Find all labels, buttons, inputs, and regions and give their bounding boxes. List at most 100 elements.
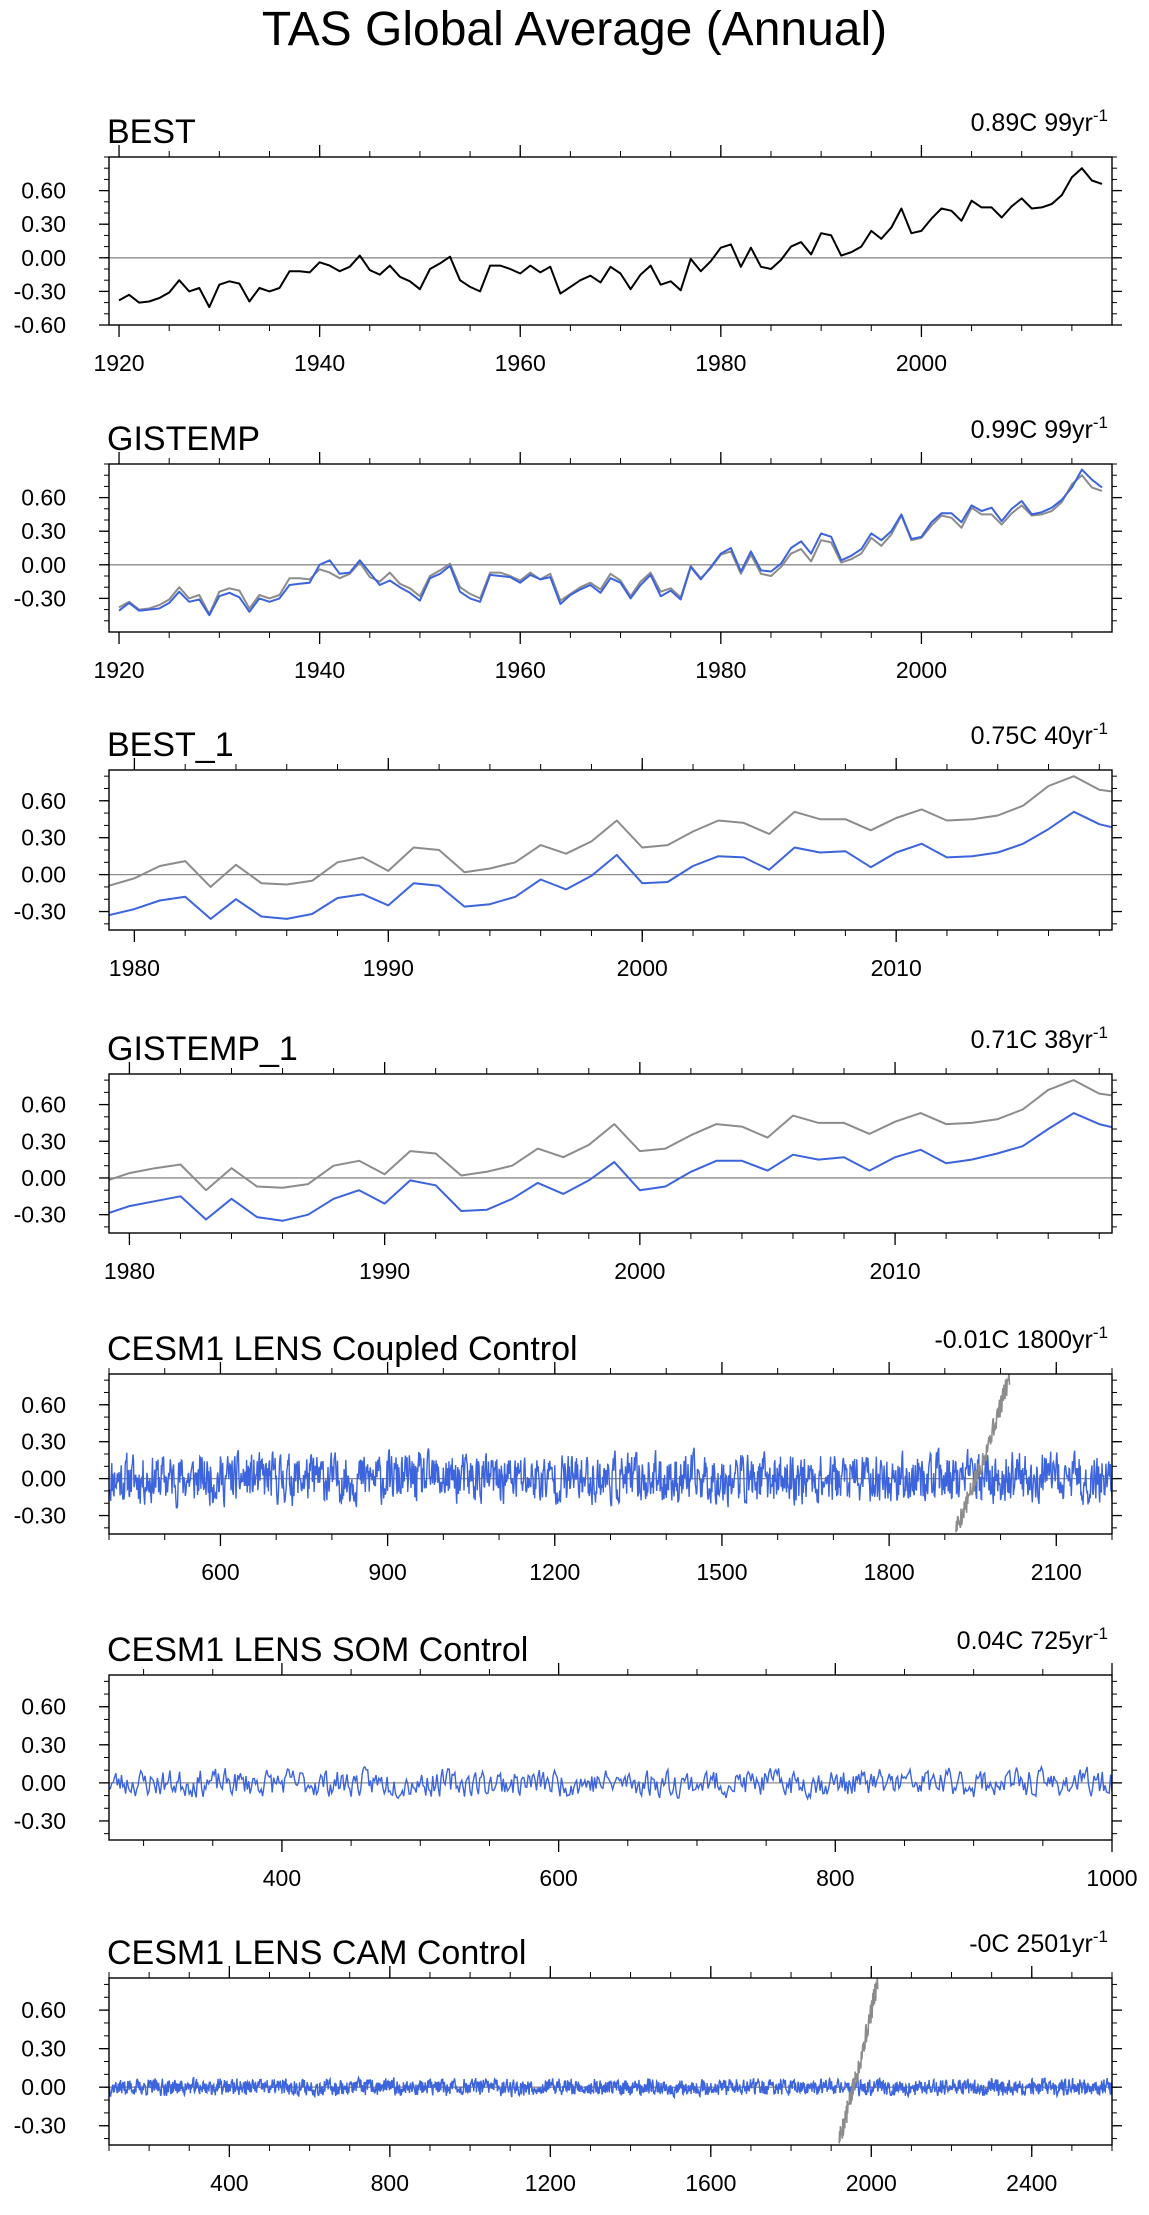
x-tick-label: 1600 xyxy=(685,2170,736,2196)
plot-frame xyxy=(108,156,1113,326)
x-tick-label: 400 xyxy=(210,2170,248,2196)
chart-panel: CESM1 LENS Coupled Control -0.01C 1800yr-… xyxy=(14,1323,1122,1585)
y-tick-label: 0.30 xyxy=(21,1128,66,1154)
series-line xyxy=(109,1112,1112,1222)
plot-frame xyxy=(108,1073,1113,1234)
plot-frame xyxy=(108,1977,1113,2146)
series-line xyxy=(109,775,1112,888)
panel-annotation: 0.04C 725yr-1 xyxy=(957,1624,1108,1655)
y-tick-label: 0.30 xyxy=(21,211,66,237)
chart-panel: GISTEMP 0.99C 99yr-1 -0.30 0.00 0.30 0.60 1920… xyxy=(14,413,1122,683)
y-tick-label: -0.30 xyxy=(14,899,66,925)
x-tick-label: 2000 xyxy=(617,955,668,981)
chart-panel: GISTEMP_1 0.71C 38yr-1 -0.30 0.00 0.30 0.60 19… xyxy=(14,1023,1122,1284)
y-tick-label: -0.60 xyxy=(14,312,66,338)
x-tick-label: 1800 xyxy=(864,1559,915,1585)
observed-overlay-line xyxy=(838,1978,879,2144)
x-tick-label: 2100 xyxy=(1031,1559,1082,1585)
model-series-line xyxy=(109,1447,1112,1509)
x-tick-label: 2000 xyxy=(846,2170,897,2196)
panel-annotation: 0.75C 40yr-1 xyxy=(971,719,1108,750)
x-tick-label: 2010 xyxy=(871,955,922,981)
x-tick-label: 2000 xyxy=(896,657,947,683)
y-tick-label: 0.00 xyxy=(21,2074,66,2100)
y-tick-label: 0.60 xyxy=(21,485,66,511)
panel-annotation: 0.71C 38yr-1 xyxy=(971,1023,1108,1054)
y-tick-label: 0.30 xyxy=(21,1732,66,1758)
x-tick-label: 900 xyxy=(368,1559,406,1585)
x-tick-label: 1940 xyxy=(294,350,345,376)
y-tick-label: -0.30 xyxy=(14,1808,66,1834)
x-tick-label: 2000 xyxy=(614,1258,665,1284)
y-tick-label: 0.00 xyxy=(21,1770,66,1796)
x-tick-label: 1960 xyxy=(495,350,546,376)
panel-title: BEST_1 xyxy=(107,726,234,764)
y-tick-label: 0.30 xyxy=(21,2036,66,2062)
panel-annotation: 0.89C 99yr-1 xyxy=(971,106,1108,137)
series-line xyxy=(118,474,1103,616)
series-line xyxy=(109,810,1112,920)
y-tick-label: 0.60 xyxy=(21,1694,66,1720)
plot-frame xyxy=(108,463,1113,633)
y-tick-label: 0.60 xyxy=(21,1997,66,2023)
y-tick-label: -0.30 xyxy=(14,1202,66,1228)
panel-title: GISTEMP_1 xyxy=(107,1030,298,1068)
y-tick-label: 0.60 xyxy=(21,1092,66,1118)
plot-frame xyxy=(108,769,1113,931)
chart-panel: CESM1 LENS CAM Control -0C 2501yr-1 -0.30 0… xyxy=(14,1927,1122,2196)
model-series-line xyxy=(109,2075,1112,2100)
chart-panel: CESM1 LENS SOM Control 0.04C 725yr-1 -0.30… xyxy=(14,1624,1138,1891)
x-tick-label: 1980 xyxy=(695,657,746,683)
x-tick-label: 1940 xyxy=(294,657,345,683)
plot-frame xyxy=(108,1674,1113,1841)
panel-annotation: 0.99C 99yr-1 xyxy=(971,413,1108,444)
x-tick-label: 800 xyxy=(371,2170,409,2196)
x-tick-label: 1960 xyxy=(495,657,546,683)
x-tick-label: 1920 xyxy=(93,350,144,376)
x-tick-label: 400 xyxy=(263,1865,301,1891)
observed-overlay-line xyxy=(955,1374,1011,1533)
x-tick-label: 2000 xyxy=(896,350,947,376)
series-line xyxy=(118,468,1103,617)
figure-title: TAS Global Average (Annual) xyxy=(261,3,888,56)
x-tick-label: 1980 xyxy=(109,955,160,981)
panel-title: CESM1 LENS CAM Control xyxy=(107,1934,526,1972)
y-tick-label: 0.00 xyxy=(21,1466,66,1492)
x-tick-label: 1500 xyxy=(696,1559,747,1585)
x-tick-label: 2400 xyxy=(1006,2170,1057,2196)
x-tick-label: 600 xyxy=(201,1559,239,1585)
y-tick-label: 0.30 xyxy=(21,518,66,544)
y-tick-label: 0.30 xyxy=(21,1429,66,1455)
x-tick-label: 1990 xyxy=(359,1258,410,1284)
panel-annotation: -0.01C 1800yr-1 xyxy=(934,1323,1108,1354)
chart-panel: BEST 0.89C 99yr-1 -0.60 -0.30 0.00 0.30 0.60 19… xyxy=(14,106,1122,376)
x-tick-label: 2010 xyxy=(869,1258,920,1284)
x-tick-label: 1980 xyxy=(695,350,746,376)
panel-title: CESM1 LENS SOM Control xyxy=(107,1631,528,1669)
series-line xyxy=(109,1079,1112,1192)
chart-panel: BEST_1 0.75C 40yr-1 -0.30 0.00 0.30 0.60 1980 1… xyxy=(14,719,1122,981)
y-tick-label: 0.00 xyxy=(21,1165,66,1191)
panel-title: CESM1 LENS Coupled Control xyxy=(107,1330,578,1368)
y-tick-label: -0.30 xyxy=(14,278,66,304)
panel-title: GISTEMP xyxy=(107,420,260,458)
y-tick-label: -0.30 xyxy=(14,585,66,611)
y-tick-label: 0.00 xyxy=(21,245,66,271)
model-series-line xyxy=(109,1764,1112,1801)
panel-annotation: -0C 2501yr-1 xyxy=(969,1927,1108,1958)
panel-title: BEST xyxy=(107,113,196,151)
y-tick-label: -0.30 xyxy=(14,1503,66,1529)
x-tick-label: 1000 xyxy=(1086,1865,1137,1891)
y-tick-label: 0.30 xyxy=(21,825,66,851)
x-tick-label: 1920 xyxy=(93,657,144,683)
y-tick-label: 0.60 xyxy=(21,788,66,814)
x-tick-label: 1980 xyxy=(104,1258,155,1284)
x-tick-label: 600 xyxy=(539,1865,577,1891)
x-tick-label: 1200 xyxy=(529,1559,580,1585)
x-tick-label: 1990 xyxy=(363,955,414,981)
y-tick-label: 0.00 xyxy=(21,552,66,578)
x-tick-label: 800 xyxy=(816,1865,854,1891)
series-line xyxy=(118,167,1103,309)
x-tick-label: 1200 xyxy=(525,2170,576,2196)
